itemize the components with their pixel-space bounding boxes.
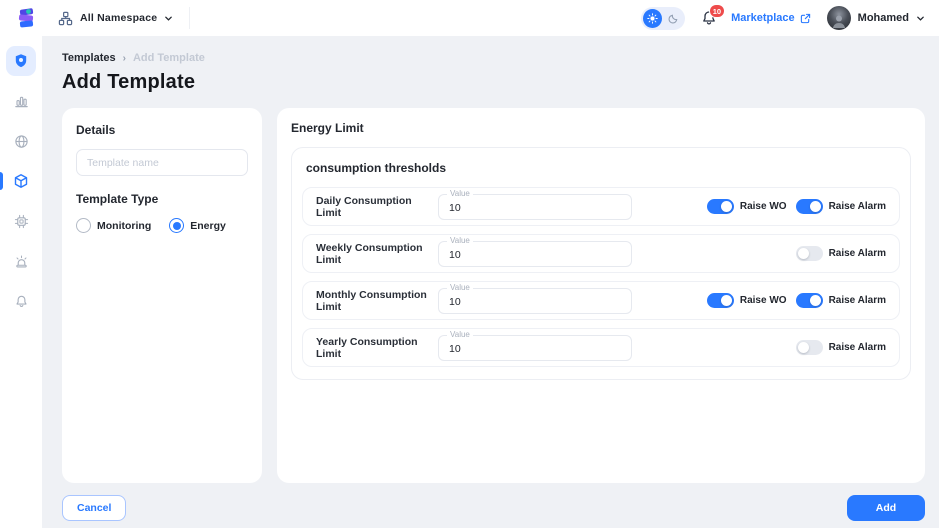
- raise-alarm-label: Raise Alarm: [828, 248, 886, 259]
- marketplace-link[interactable]: Marketplace: [731, 12, 811, 24]
- theme-toggle[interactable]: [641, 6, 686, 30]
- marketplace-label: Marketplace: [731, 12, 795, 24]
- breadcrumb: Templates › Add Template: [62, 52, 925, 64]
- raise-wo-toggle[interactable]: [706, 199, 734, 214]
- raise-wo-label: Raise WO: [739, 201, 787, 212]
- limit-row-weekly: Weekly Consumption Limit Value Raise Ala…: [302, 234, 900, 273]
- template-name-input[interactable]: [76, 149, 248, 176]
- breadcrumb-templates[interactable]: Templates: [62, 52, 116, 64]
- consumption-thresholds-title: consumption thresholds: [306, 161, 447, 175]
- user-avatar: [826, 6, 851, 30]
- details-panel: Details Template Type Monitoring Energy: [62, 108, 262, 483]
- radio-energy[interactable]: [169, 218, 185, 233]
- notification-count-badge: 10: [708, 4, 726, 18]
- raise-alarm-toggle-group[interactable]: Raise Alarm: [795, 246, 886, 261]
- raise-wo-toggle-group[interactable]: Raise WO: [706, 293, 787, 308]
- radio-energy-label: Energy: [190, 219, 226, 232]
- sidebar-item-notifications[interactable]: [0, 285, 42, 317]
- user-name: Mohamed: [857, 12, 909, 24]
- namespace-selector[interactable]: All Namespace: [58, 7, 191, 29]
- template-type-options: Monitoring Energy: [76, 218, 248, 233]
- hierarchy-icon: [58, 11, 73, 25]
- sidebar-nav: [0, 36, 42, 528]
- siren-icon: [6, 246, 36, 276]
- top-bar: All Namespace 10 Marketplace: [0, 0, 939, 36]
- raise-alarm-label: Raise Alarm: [828, 342, 886, 353]
- breadcrumb-add-template: Add Template: [132, 52, 205, 64]
- details-title: Details: [76, 123, 116, 137]
- value-field: Value: [438, 329, 632, 361]
- sidebar-item-alarms[interactable]: [0, 245, 42, 277]
- raise-wo-toggle[interactable]: [706, 293, 734, 308]
- active-indicator: [0, 172, 3, 190]
- sidebar-item-dashboard[interactable]: [0, 85, 42, 117]
- chart-icon: [6, 86, 36, 116]
- raise-alarm-label: Raise Alarm: [828, 295, 886, 306]
- sidebar-item-shield[interactable]: [0, 45, 42, 77]
- raise-alarm-toggle-group[interactable]: Raise Alarm: [795, 293, 886, 308]
- dark-mode-icon[interactable]: [664, 9, 683, 28]
- value-field-label: Value: [447, 188, 473, 199]
- raise-alarm-toggle-group[interactable]: Raise Alarm: [795, 199, 886, 214]
- radio-option-energy[interactable]: Energy: [169, 218, 226, 233]
- breadcrumb-separator: ›: [122, 52, 126, 64]
- energy-limit-title: Energy Limit: [291, 121, 364, 135]
- limit-label: Daily Consumption Limit: [316, 194, 412, 219]
- value-field: Value: [438, 188, 632, 220]
- sidebar-item-devices[interactable]: [0, 205, 42, 237]
- external-link-icon: [800, 13, 810, 23]
- light-mode-icon[interactable]: [643, 8, 663, 28]
- shield-icon: [6, 46, 36, 76]
- radio-option-monitoring[interactable]: Monitoring: [76, 218, 151, 233]
- value-field-label: Value: [447, 235, 473, 246]
- namespace-label: All Namespace: [80, 12, 158, 24]
- value-field-label: Value: [447, 282, 473, 293]
- cube-icon: [6, 166, 36, 196]
- sidebar-item-network[interactable]: [0, 125, 42, 157]
- raise-alarm-toggle[interactable]: [795, 246, 823, 261]
- raise-alarm-toggle[interactable]: [795, 293, 823, 308]
- add-button[interactable]: Add: [847, 495, 925, 521]
- chevron-down-icon: [165, 16, 173, 21]
- raise-alarm-toggle[interactable]: [795, 199, 823, 214]
- value-field: Value: [438, 235, 632, 267]
- limit-row-daily: Daily Consumption Limit Value Raise WO R…: [302, 187, 900, 226]
- template-type-label: Template Type: [76, 192, 159, 206]
- raise-wo-label: Raise WO: [739, 295, 787, 306]
- consumption-thresholds-box: consumption thresholds Daily Consumption…: [291, 147, 911, 380]
- sidebar-item-templates[interactable]: [0, 165, 42, 197]
- value-field: Value: [438, 282, 632, 314]
- limit-label: Yearly Consumption Limit: [316, 335, 418, 360]
- raise-alarm-toggle-group[interactable]: Raise Alarm: [795, 340, 886, 355]
- bell-icon: [6, 286, 36, 316]
- raise-alarm-label: Raise Alarm: [828, 201, 886, 212]
- energy-limit-panel: Energy Limit consumption thresholds Dail…: [277, 108, 925, 483]
- radio-monitoring[interactable]: [76, 218, 91, 233]
- radio-monitoring-label: Monitoring: [97, 219, 152, 232]
- footer-actions: Cancel Add: [62, 495, 925, 521]
- chip-icon: [6, 206, 36, 236]
- limit-row-monthly: Monthly Consumption Limit Value Raise WO…: [302, 281, 900, 320]
- chevron-down-icon: [917, 16, 924, 21]
- page-title: Add Template: [62, 71, 196, 93]
- limit-row-yearly: Yearly Consumption Limit Value Raise Ala…: [302, 328, 900, 367]
- main-content: Templates › Add Template Add Template De…: [42, 36, 939, 528]
- raise-alarm-toggle[interactable]: [795, 340, 823, 355]
- limit-label: Monthly Consumption Limit: [316, 288, 427, 313]
- globe-icon: [6, 126, 36, 156]
- cancel-button[interactable]: Cancel: [62, 495, 127, 521]
- value-field-label: Value: [447, 329, 473, 340]
- limit-label: Weekly Consumption Limit: [316, 241, 423, 266]
- user-menu[interactable]: Mohamed: [826, 6, 925, 30]
- app-logo-icon[interactable]: [14, 5, 40, 31]
- raise-wo-toggle-group[interactable]: Raise WO: [706, 199, 787, 214]
- notifications-button[interactable]: 10: [701, 4, 726, 26]
